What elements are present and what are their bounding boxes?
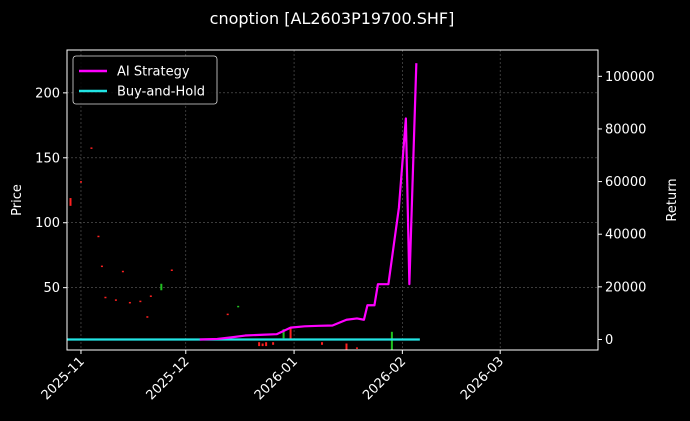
candle <box>170 269 173 271</box>
plot-frame <box>66 49 599 351</box>
candle <box>226 313 229 316</box>
candle <box>128 301 131 304</box>
candle <box>139 300 142 303</box>
candle <box>100 265 103 268</box>
y2-tick-label: 20000 <box>605 280 646 295</box>
candle <box>258 342 261 347</box>
candle <box>90 147 93 149</box>
legend-entry: AI Strategy <box>117 65 190 80</box>
candle <box>121 270 124 273</box>
y-tick-label: 200 <box>35 86 60 101</box>
chart-title: cnoption [AL2603P19700.SHF] <box>210 9 455 28</box>
y-axis-label: Price <box>10 184 25 216</box>
legend-box <box>72 55 218 105</box>
candle <box>261 343 264 347</box>
y2-tick-label: 40000 <box>605 228 646 243</box>
candle <box>69 198 72 206</box>
candle <box>272 342 275 345</box>
ai-strategy-line <box>199 63 418 341</box>
y2-tick-label: 100000 <box>605 70 655 85</box>
candle <box>146 316 149 318</box>
y-tick-label: 50 <box>43 281 60 296</box>
candle <box>390 331 393 350</box>
candle <box>265 342 268 347</box>
candle <box>237 305 240 308</box>
candle <box>104 296 107 299</box>
candle <box>282 329 285 339</box>
y2-tick-label: 80000 <box>605 122 646 137</box>
candle <box>149 295 152 297</box>
y-tick-label: 100 <box>35 216 60 231</box>
candle <box>160 283 163 291</box>
candle <box>97 235 100 238</box>
legend: AI Strategy Buy-and-Hold <box>72 55 218 105</box>
y-tick-label: 150 <box>35 151 60 166</box>
candle <box>345 343 348 350</box>
series-lines <box>67 63 420 341</box>
y2-axis-label: Return <box>665 178 680 221</box>
legend-entry: Buy-and-Hold <box>117 85 205 100</box>
candle <box>114 299 117 301</box>
y2-tick-label: 0 <box>605 333 613 348</box>
candle <box>79 181 82 183</box>
candle <box>355 347 358 349</box>
y-axis-right: 0 20000 40000 60000 80000 100000 <box>598 70 655 348</box>
y-axis-left: 50 100 150 200 <box>35 86 67 296</box>
candles <box>69 147 393 350</box>
candle <box>321 342 324 345</box>
candle <box>289 327 292 340</box>
y2-tick-label: 60000 <box>605 175 646 190</box>
